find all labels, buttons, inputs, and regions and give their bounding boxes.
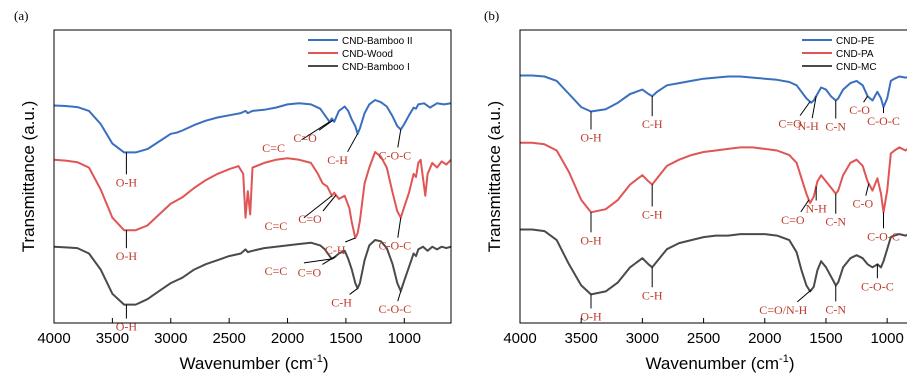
plot-frame [519, 29, 907, 324]
annotation-label: C-N [825, 215, 846, 229]
annotation-leader [322, 194, 337, 212]
x-axis-label-text: Wavenumber (cm [180, 354, 314, 373]
annotation-leader [800, 199, 810, 213]
legend-entry: CND-PE [836, 36, 875, 47]
annotation-label: C=O/N-H [759, 303, 807, 317]
annotation-label: O-H [116, 249, 138, 263]
series-line-cnd-bamboo-i [54, 239, 451, 306]
annotation-label: C-H [325, 243, 346, 257]
legend: CND-Bamboo II CND-Wood CND-Bamboo I [308, 36, 413, 73]
x-tick-label: 3500 [565, 330, 598, 347]
x-axis-label: Wavenumber (cm-1) [646, 353, 795, 373]
annotation-label: N-H [798, 119, 820, 133]
annotation-label: C-H [331, 295, 352, 309]
series-line-cnd-bamboo-ii [54, 99, 451, 154]
annotation-label: O-H [580, 233, 602, 247]
annotation-label: C-O-C [867, 229, 900, 243]
annotation-leader [799, 101, 811, 116]
y-axis-label: Transmittance (a.u.) [19, 101, 38, 252]
x-tick-label: 2500 [687, 330, 720, 347]
annotation-leader [303, 258, 332, 264]
panel-label: (a) [14, 8, 28, 23]
x-tick-label: 2000 [748, 330, 781, 347]
annotation-leader [303, 195, 333, 219]
annotation-label: O-H [580, 309, 602, 323]
x-tick-label: 1000 [870, 330, 903, 347]
plot-frame [53, 29, 452, 324]
annotation-leader [318, 119, 334, 131]
legend-entry: CND-MC [836, 62, 877, 73]
y-axis-label: Transmittance (a.u.) [485, 101, 504, 252]
series-line-cnd-wood [54, 151, 451, 239]
annotation-label: O-H [580, 130, 602, 144]
annotation-leader [796, 289, 812, 303]
annotation-leader [322, 256, 336, 265]
annotation-label: C-O-C [867, 114, 900, 128]
annotation-leader [811, 96, 817, 119]
legend-entry: CND-Wood [342, 49, 393, 60]
series-line-cnd-mc [520, 228, 907, 296]
annotation-label: C=O [293, 131, 317, 145]
x-axis-label-sup: -1 [779, 353, 789, 365]
x-axis-label-close: ) [789, 354, 795, 373]
x-tick-label: 1000 [388, 330, 421, 347]
annotation-leader [301, 121, 330, 141]
legend-entry: CND-Bamboo I [342, 62, 410, 73]
series-line-cnd-pa [520, 141, 907, 214]
annotation-label: C=C [262, 141, 285, 155]
annotation-label: C=O [778, 117, 802, 131]
x-tick-label: 2000 [271, 330, 304, 347]
x-tick-label: 4000 [503, 330, 536, 347]
annotation-leader [347, 133, 359, 153]
annotation-label: C-H [642, 207, 663, 221]
annotation-leader [349, 288, 358, 295]
annotation-label: O-H [116, 175, 138, 189]
annotation-label: C-O [849, 103, 870, 117]
annotation-label: C-N [825, 302, 846, 316]
x-tick-label: 3000 [154, 330, 187, 347]
annotation-label: C-O [852, 197, 873, 211]
annotation-leader [865, 183, 870, 196]
annotation-leader [397, 217, 402, 238]
x-tick-label: 2500 [212, 330, 245, 347]
series-group [54, 99, 451, 306]
chart-panel-a: (a)O-HC=CC=OC-H C-O-CO-HC=C C=OC-H C-O-CO-H… [14, 8, 452, 373]
annotation-leader [863, 95, 868, 103]
chart-panel-b: (b)O-HC-H C=ON-H C-NC-OC-O-CO-HC-H C=ON-HC-… [484, 8, 907, 373]
annotation-leader [345, 237, 356, 243]
annotation-label: C=C [265, 264, 288, 278]
series-line-cnd-pe [520, 74, 907, 113]
annotation-label: C=O [298, 212, 322, 226]
annotation-label: C-H [327, 153, 348, 167]
x-axis-label-close: ) [323, 354, 329, 373]
annotation-label: C=O [781, 213, 805, 227]
x-tick-label: 1500 [809, 330, 842, 347]
annotation-leader [397, 129, 402, 148]
x-tick-label: 3500 [96, 330, 129, 347]
annotation-label: C-H [642, 288, 663, 302]
annotation-label: C=C [265, 219, 288, 233]
legend-entry: CND-PA [836, 49, 874, 60]
annotation-label: C-O-C [378, 148, 411, 162]
annotation-leader [397, 290, 402, 302]
annotation-label: C-N [825, 120, 846, 134]
x-axis-label: Wavenumber (cm-1) [180, 353, 329, 373]
x-tick-label: 3000 [626, 330, 659, 347]
annotation-label: C-H [642, 117, 663, 131]
annotation-label: C-O-C [378, 239, 411, 253]
annotation-label: N-H [806, 202, 828, 216]
annotation-label: C=O [298, 265, 322, 279]
annotation-label: C-O-C [378, 302, 411, 316]
legend: CND-PE CND-PA CND-MC [802, 36, 877, 73]
x-tick-label: 4000 [37, 330, 70, 347]
x-axis-label-text: Wavenumber (cm [646, 354, 780, 373]
annotation-label: C-O-C [861, 279, 894, 293]
x-tick-label: 1500 [329, 330, 362, 347]
x-axis-label-sup: -1 [313, 353, 323, 365]
legend-entry: CND-Bamboo II [342, 36, 413, 47]
series-group [520, 74, 907, 296]
panel-label: (b) [484, 8, 499, 23]
